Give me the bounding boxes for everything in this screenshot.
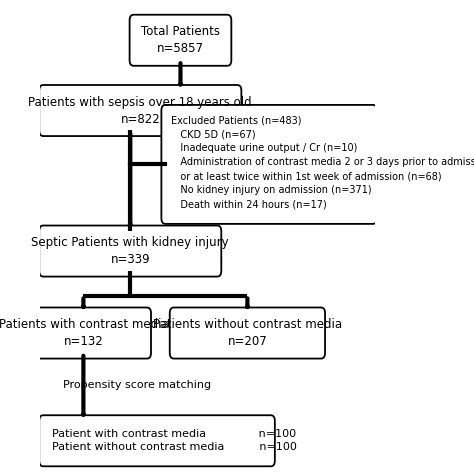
Text: Patients with contrast media
n=132: Patients with contrast media n=132	[0, 318, 168, 348]
FancyBboxPatch shape	[161, 105, 377, 224]
Text: Excluded Patients (n=483)
   CKD 5D (n=67)
   Inadequate urine output / Cr (n=10: Excluded Patients (n=483) CKD 5D (n=67) …	[172, 115, 474, 209]
FancyBboxPatch shape	[39, 415, 275, 466]
FancyBboxPatch shape	[39, 226, 221, 277]
Text: Patient with contrast media               n=100
Patient without contrast media  : Patient with contrast media n=100 Patien…	[52, 429, 296, 452]
Text: Septic Patients with kidney injury
n=339: Septic Patients with kidney injury n=339	[31, 236, 229, 266]
FancyBboxPatch shape	[16, 308, 151, 358]
Text: Patients with sepsis over 18 years old
n=822: Patients with sepsis over 18 years old n…	[28, 96, 252, 126]
Text: Propensity score matching: Propensity score matching	[64, 380, 211, 390]
FancyBboxPatch shape	[129, 15, 231, 66]
FancyBboxPatch shape	[39, 85, 241, 136]
Text: Patients without contrast media
n=207: Patients without contrast media n=207	[153, 318, 342, 348]
Text: Total Patients
n=5857: Total Patients n=5857	[141, 25, 220, 55]
FancyBboxPatch shape	[170, 308, 325, 358]
